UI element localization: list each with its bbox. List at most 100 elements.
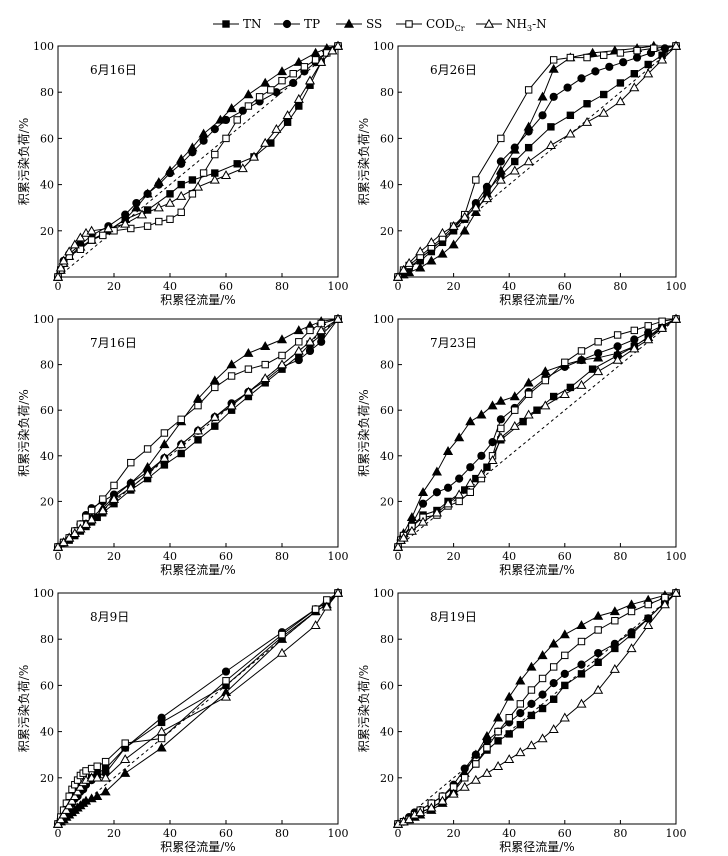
- chart-panels: 0 20 40 60 80 100 20 40 60 80 100 积累径流量/% 积累污染负荷/% 6月…: [16, 40, 687, 854]
- data-point: [524, 86, 533, 94]
- data-point: [100, 772, 111, 782]
- y-tick-label: 80: [40, 359, 54, 372]
- y-tick-label: 80: [380, 633, 394, 646]
- data-point: [392, 271, 404, 281]
- data-point: [619, 58, 628, 67]
- x-tick-label: 0: [55, 280, 62, 293]
- data-point: [442, 498, 454, 508]
- data-point: [566, 53, 575, 62]
- data-point: [454, 432, 465, 442]
- data-point: [86, 225, 97, 235]
- data-point: [97, 505, 108, 515]
- legend-label-subscript: 3: [527, 24, 532, 33]
- data-point: [392, 541, 404, 551]
- legend-item-tp: TP: [274, 17, 320, 31]
- data-point: [593, 352, 604, 362]
- data-point: [159, 439, 170, 449]
- data-point: [426, 802, 437, 812]
- data-point: [509, 391, 520, 401]
- data-point: [523, 377, 534, 387]
- y-tick-label: 60: [40, 132, 54, 145]
- data-point: [612, 354, 623, 364]
- data-point: [271, 123, 282, 133]
- data-point: [177, 180, 185, 189]
- data-point: [496, 157, 505, 166]
- data-point: [609, 606, 620, 616]
- data-point: [221, 667, 231, 676]
- data-point: [616, 49, 625, 57]
- plot-frame: [397, 592, 677, 825]
- data-point: [187, 142, 198, 152]
- data-point: [523, 409, 534, 419]
- data-point: [260, 341, 271, 351]
- data-point: [537, 91, 548, 101]
- data-point: [52, 818, 64, 828]
- data-point: [594, 648, 603, 658]
- data-point: [226, 400, 237, 410]
- data-point: [289, 70, 297, 78]
- x-tick-label: 80: [275, 827, 289, 840]
- y-tick-label: 40: [40, 450, 54, 463]
- data-point: [211, 150, 219, 159]
- data-point: [577, 637, 586, 646]
- data-point: [72, 786, 83, 796]
- data-point: [406, 525, 417, 535]
- data-point: [398, 532, 409, 542]
- chart-panel-2: 0 20 40 60 80 100 20 40 60 80 100 积累径流量/% 积累污染负荷/% 6月…: [356, 40, 687, 307]
- data-point: [260, 373, 271, 382]
- data-point: [92, 772, 103, 782]
- data-point: [211, 383, 219, 392]
- data-point: [613, 331, 622, 339]
- data-point: [461, 774, 469, 782]
- chart-panel-1: 0 20 40 60 80 100 20 40 60 80 100 积累径流量/% 积累污染负荷/% 6月…: [16, 40, 349, 307]
- y-tick-label: 20: [380, 225, 394, 238]
- data-point: [591, 67, 600, 76]
- data-point: [120, 767, 131, 777]
- data-point: [633, 46, 641, 55]
- data-point: [120, 754, 131, 764]
- data-point: [523, 156, 534, 166]
- data-point: [505, 730, 513, 738]
- x-axis-title: 积累径流量/%: [160, 293, 235, 307]
- x-tick-label: 60: [219, 827, 233, 840]
- data-point: [160, 429, 169, 437]
- y-tick-label: 100: [33, 313, 54, 326]
- legend-label: NH3-N: [506, 17, 547, 33]
- y-tick-label: 20: [40, 495, 54, 508]
- x-tick-label: 100: [328, 550, 349, 563]
- x-tick-label: 60: [219, 280, 233, 293]
- data-point: [176, 439, 187, 449]
- data-point: [282, 110, 293, 119]
- x-tick-label: 60: [219, 550, 233, 563]
- data-point: [306, 326, 314, 335]
- data-point: [143, 206, 152, 214]
- data-point: [86, 514, 97, 524]
- y-tick-label: 60: [380, 404, 394, 417]
- legend-label-main: TP: [304, 17, 320, 31]
- x-axis-title: 积累径流量/%: [160, 563, 235, 577]
- data-point: [87, 506, 96, 515]
- panel-title: 8月19日: [430, 610, 477, 624]
- y-tick-label: 40: [380, 450, 394, 463]
- data-point: [549, 392, 558, 401]
- data-point: [549, 663, 558, 671]
- legend-label: CODCr: [426, 17, 465, 33]
- data-point: [537, 733, 548, 743]
- data-point: [332, 313, 344, 323]
- data-point: [110, 481, 118, 490]
- y-tick-label: 60: [40, 679, 54, 692]
- reference-line: [397, 592, 677, 825]
- data-point: [192, 425, 204, 435]
- data-point: [504, 691, 515, 701]
- x-tick-label: 20: [447, 280, 461, 293]
- data-point: [583, 100, 591, 108]
- data-point: [243, 386, 254, 396]
- chart-panel-6: 0 20 40 60 80 100 20 40 60 80 100 积累径流量/% 积累污染负荷/% 8月…: [356, 587, 687, 854]
- data-point: [477, 451, 486, 460]
- data-point: [426, 255, 437, 265]
- data-point: [321, 601, 332, 611]
- data-point: [177, 208, 185, 217]
- data-point: [87, 236, 96, 244]
- x-tick-label: 40: [163, 280, 177, 293]
- data-point: [495, 165, 506, 175]
